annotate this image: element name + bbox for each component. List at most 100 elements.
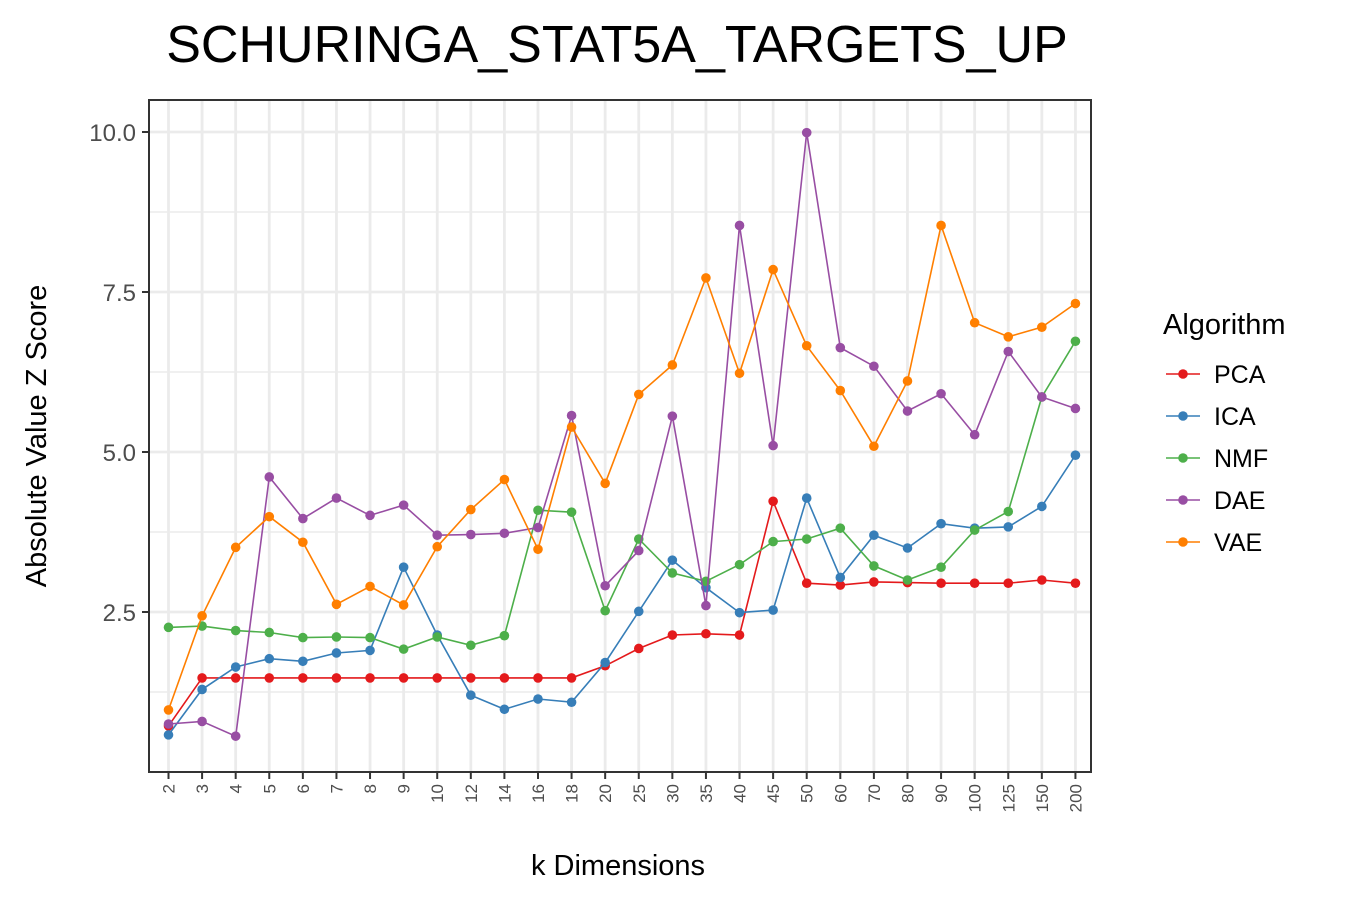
x-tick-label: 10 — [428, 784, 447, 803]
data-point-nmf — [533, 505, 543, 516]
x-tick-label: 30 — [663, 784, 682, 803]
x-tick-label: 5 — [260, 784, 279, 793]
data-point-dae — [600, 580, 610, 591]
axes: 2.55.07.510.02 3 4 5 6 7 8 9 10 12 14 16 18 20 25 30 35 4… — [89, 120, 1085, 812]
data-point-vae — [331, 599, 342, 610]
data-point-vae — [801, 340, 812, 351]
data-point-vae — [298, 537, 308, 548]
data-point-pca — [936, 578, 946, 588]
data-point-ica — [768, 605, 778, 615]
data-point-vae — [264, 511, 275, 522]
legend-key-point-nmf — [1178, 453, 1188, 463]
data-point-vae — [600, 478, 610, 489]
x-tick-label: 70 — [865, 784, 884, 803]
data-point-nmf — [466, 640, 476, 651]
data-point-pca — [197, 673, 207, 683]
legend-key-point-ica — [1178, 411, 1188, 421]
x-tick-label: 90 — [932, 784, 951, 803]
x-tick-label: 100 — [966, 784, 985, 812]
data-point-nmf — [869, 561, 879, 571]
data-point-vae — [734, 368, 745, 379]
legend-key-point-pca — [1178, 369, 1188, 379]
x-tick-label: 35 — [697, 784, 716, 803]
data-point-dae — [1037, 392, 1047, 402]
data-point-pca — [432, 673, 443, 683]
x-tick-label: 7 — [327, 784, 346, 793]
x-tick-label: 60 — [831, 784, 850, 803]
data-point-nmf — [936, 562, 946, 572]
data-point-pca — [1070, 578, 1081, 588]
data-point-ica — [633, 606, 644, 617]
data-point-vae — [633, 389, 644, 400]
x-tick-label: 6 — [294, 784, 313, 793]
data-point-nmf — [566, 507, 577, 517]
data-point-nmf — [398, 644, 409, 654]
x-tick-label: 25 — [630, 784, 649, 803]
data-point-vae — [1003, 332, 1014, 342]
x-tick-label: 14 — [495, 784, 514, 803]
data-point-pca — [533, 673, 543, 683]
data-point-nmf — [264, 627, 275, 638]
data-point-nmf — [163, 622, 174, 633]
data-point-ica — [163, 730, 174, 740]
grid-lines — [149, 100, 1091, 772]
data-point-dae — [264, 472, 275, 482]
data-point-dae — [163, 719, 174, 729]
data-point-dae — [1003, 346, 1014, 357]
data-point-pca — [264, 673, 275, 683]
data-point-nmf — [1070, 336, 1081, 347]
chart-title: SCHURINGA_STAT5A_TARGETS_UP — [166, 16, 1068, 74]
legend-label-dae: DAE — [1214, 487, 1265, 515]
data-point-pca — [1003, 578, 1014, 588]
data-point-pca — [734, 630, 745, 640]
legend-key-point-dae — [1178, 495, 1188, 505]
y-tick-label: 2.5 — [103, 600, 136, 627]
data-point-vae — [701, 273, 711, 283]
data-point-ica — [566, 697, 577, 708]
data-point-nmf — [1003, 506, 1014, 517]
data-point-ica — [466, 690, 476, 700]
data-point-ica — [1037, 501, 1047, 512]
data-point-nmf — [432, 632, 443, 642]
data-point-dae — [768, 440, 778, 451]
data-point-ica — [902, 543, 913, 553]
legend-label-nmf: NMF — [1214, 445, 1268, 473]
data-point-nmf — [667, 568, 678, 578]
data-point-pca — [969, 578, 980, 588]
data-point-pca — [298, 673, 308, 683]
series-line-vae — [167, 222, 1076, 711]
x-tick-label: 8 — [361, 784, 380, 793]
legend: Algorithm PCA ICA NMF DAE VAE — [1163, 309, 1286, 557]
data-point-dae — [298, 513, 308, 524]
data-point-nmf — [499, 630, 510, 641]
series-line-dae — [168, 132, 1076, 738]
data-point-ica — [230, 662, 241, 672]
data-point-dae — [801, 127, 812, 138]
data-point-pca — [869, 577, 879, 587]
data-point-dae — [667, 411, 678, 421]
data-point-ica — [197, 684, 207, 695]
data-point-vae — [936, 220, 946, 231]
data-point-pca — [801, 578, 812, 588]
data-point-pca — [466, 673, 476, 683]
data-point-dae — [734, 220, 745, 231]
data-point-dae — [230, 731, 241, 741]
data-point-ica — [1003, 522, 1014, 532]
series-line-pca — [167, 498, 1076, 727]
x-tick-label: 150 — [1033, 784, 1052, 812]
data-point-vae — [667, 360, 678, 370]
data-point-pca — [1037, 575, 1047, 585]
data-point-vae — [499, 474, 510, 485]
data-point-ica — [600, 657, 610, 668]
data-point-vae — [1070, 298, 1081, 309]
data-point-ica — [264, 653, 275, 664]
x-tick-label: 20 — [596, 784, 615, 803]
data-point-dae — [331, 493, 342, 503]
data-point-ica — [298, 656, 308, 667]
data-point-nmf — [768, 536, 778, 547]
data-point-pca — [768, 496, 778, 507]
legend-title: Algorithm — [1163, 309, 1286, 341]
data-point-ica — [936, 518, 946, 529]
data-point-vae — [365, 581, 375, 592]
data-point-nmf — [801, 534, 812, 544]
